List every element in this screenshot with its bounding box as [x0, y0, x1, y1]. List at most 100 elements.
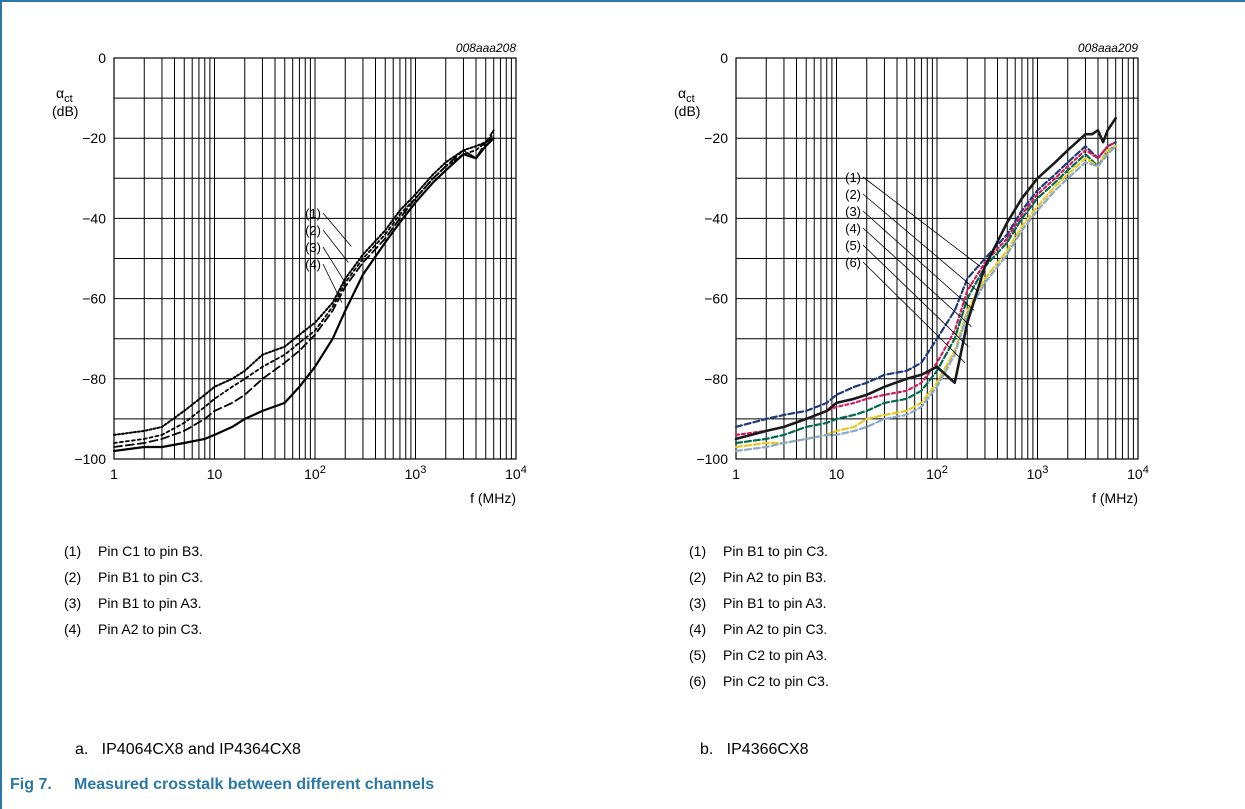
x-tick-label: 10: [829, 466, 845, 482]
callout-leader: [862, 193, 978, 291]
legend-num: (1): [64, 543, 82, 559]
x-tick-label: 104: [505, 464, 527, 482]
y-tick-label: −20: [704, 130, 728, 146]
y-tick-label: −100: [696, 451, 728, 467]
y-tick-label: −40: [82, 210, 106, 226]
y-tick-label: −100: [74, 451, 106, 467]
legend-num: (5): [689, 647, 707, 663]
callout-leader: [862, 210, 975, 311]
series-line: [734, 116, 1117, 441]
y-tick-label: −60: [704, 291, 728, 307]
y-tick-label: −20: [82, 130, 106, 146]
callout-leader: [322, 246, 346, 283]
y-axis-unit: (dB): [52, 103, 78, 119]
y-axis-label: αct: [678, 85, 695, 105]
callout-label: (1): [845, 170, 861, 185]
legend-text: Pin B1 to pin A3.: [723, 595, 827, 611]
callout-label: (3): [305, 240, 321, 255]
callout-label: (3): [845, 204, 861, 219]
legend-item: (2) Pin B1 to pin C3.: [64, 564, 203, 590]
legend-b: (1) Pin B1 to pin C3. (2) Pin A2 to pin B3…: [689, 538, 829, 694]
series-line: [112, 137, 495, 453]
series-line: [734, 145, 1117, 453]
legend-item: (2) Pin A2 to pin B3.: [689, 564, 829, 590]
figure-title: Measured crosstalk between different cha…: [74, 776, 435, 793]
x-axis-label: f (MHz): [470, 490, 516, 506]
callout-label: (4): [305, 257, 321, 272]
legend-item: (4) Pin A2 to pin C3.: [689, 616, 829, 642]
legend-text: Pin C1 to pin B3.: [98, 543, 204, 559]
callout-label: (6): [845, 255, 861, 270]
subcaption-a: a. IP4064CX8 and IP4364CX8: [75, 741, 301, 758]
y-tick-label: −40: [704, 210, 728, 226]
y-tick-label: 0: [98, 50, 106, 66]
figure-code: 008aaa208: [456, 41, 516, 55]
series-line: [734, 145, 1117, 449]
y-tick-label: −80: [82, 371, 106, 387]
callout-label: (2): [845, 187, 861, 202]
legend-text: Pin B1 to pin A3.: [98, 595, 202, 611]
callout-leader: [862, 176, 981, 267]
series-line: [113, 129, 495, 448]
y-tick-label: −60: [82, 291, 106, 307]
x-tick-label: 102: [926, 464, 948, 482]
callout-label: (1): [305, 206, 321, 221]
legend-text: Pin B1 to pin C3.: [723, 543, 829, 559]
y-axis-label: αct: [56, 85, 73, 105]
legend-item: (1) Pin B1 to pin C3.: [689, 538, 829, 564]
series-line: [734, 145, 1117, 445]
figure-code: 008aaa209: [1078, 41, 1138, 55]
callout-label: (2): [305, 223, 321, 238]
x-tick-label: 1: [732, 466, 740, 482]
series-line: [113, 133, 495, 444]
x-tick-label: 103: [405, 464, 427, 482]
figure-caption: Fig 7. Measured crosstalk between differe…: [10, 776, 434, 794]
legend-a: (1) Pin C1 to pin B3. (2) Pin B1 to pin C3…: [64, 538, 203, 642]
callout-label: (5): [845, 238, 861, 253]
callout-leader: [322, 229, 349, 263]
legend-num: (4): [689, 621, 707, 637]
callout-label: (4): [845, 221, 861, 236]
legend-num: (2): [64, 569, 82, 585]
legend-text: Pin C2 to pin C3.: [723, 673, 829, 689]
x-tick-label: 103: [1027, 464, 1049, 482]
y-tick-label: −80: [704, 371, 728, 387]
x-tick-label: 1: [110, 466, 118, 482]
x-tick-label: 104: [1127, 464, 1149, 482]
y-axis-unit: (dB): [674, 103, 700, 119]
legend-num: (3): [64, 595, 82, 611]
plot-frame: [735, 57, 1139, 460]
legend-num: (2): [689, 569, 707, 585]
legend-num: (6): [689, 673, 707, 689]
subcaption-b: b. IP4366CX8: [700, 741, 809, 758]
callout-leader: [862, 261, 966, 364]
x-axis-label: f (MHz): [1092, 490, 1138, 506]
legend-item: (6) Pin C2 to pin C3.: [689, 668, 829, 694]
figure-label: Fig 7.: [10, 776, 52, 793]
x-tick-label: 102: [304, 464, 326, 482]
legend-item: (5) Pin C2 to pin A3.: [689, 642, 829, 668]
legend-num: (1): [689, 543, 707, 559]
legend-item: (1) Pin C1 to pin B3.: [64, 538, 203, 564]
series-line: [113, 137, 495, 436]
legend-text: Pin A2 to pin C3.: [723, 621, 828, 637]
legend-item: (3) Pin B1 to pin A3.: [689, 590, 829, 616]
plot-frame: [113, 57, 517, 460]
x-tick-label: 10: [207, 466, 223, 482]
legend-text: Pin C2 to pin A3.: [723, 647, 828, 663]
callout-leader: [862, 244, 969, 348]
callout-leader: [862, 227, 972, 327]
legend-text: Pin A2 to pin C3.: [98, 621, 203, 637]
callout-leader: [322, 212, 352, 247]
callout-leader: [322, 263, 343, 303]
legend-item: (3) Pin B1 to pin A3.: [64, 590, 203, 616]
legend-text: Pin A2 to pin B3.: [723, 569, 827, 585]
legend-text: Pin B1 to pin C3.: [98, 569, 204, 585]
legend-num: (4): [64, 621, 82, 637]
y-tick-label: 0: [720, 50, 728, 66]
legend-num: (3): [689, 595, 707, 611]
legend-item: (4) Pin A2 to pin C3.: [64, 616, 203, 642]
